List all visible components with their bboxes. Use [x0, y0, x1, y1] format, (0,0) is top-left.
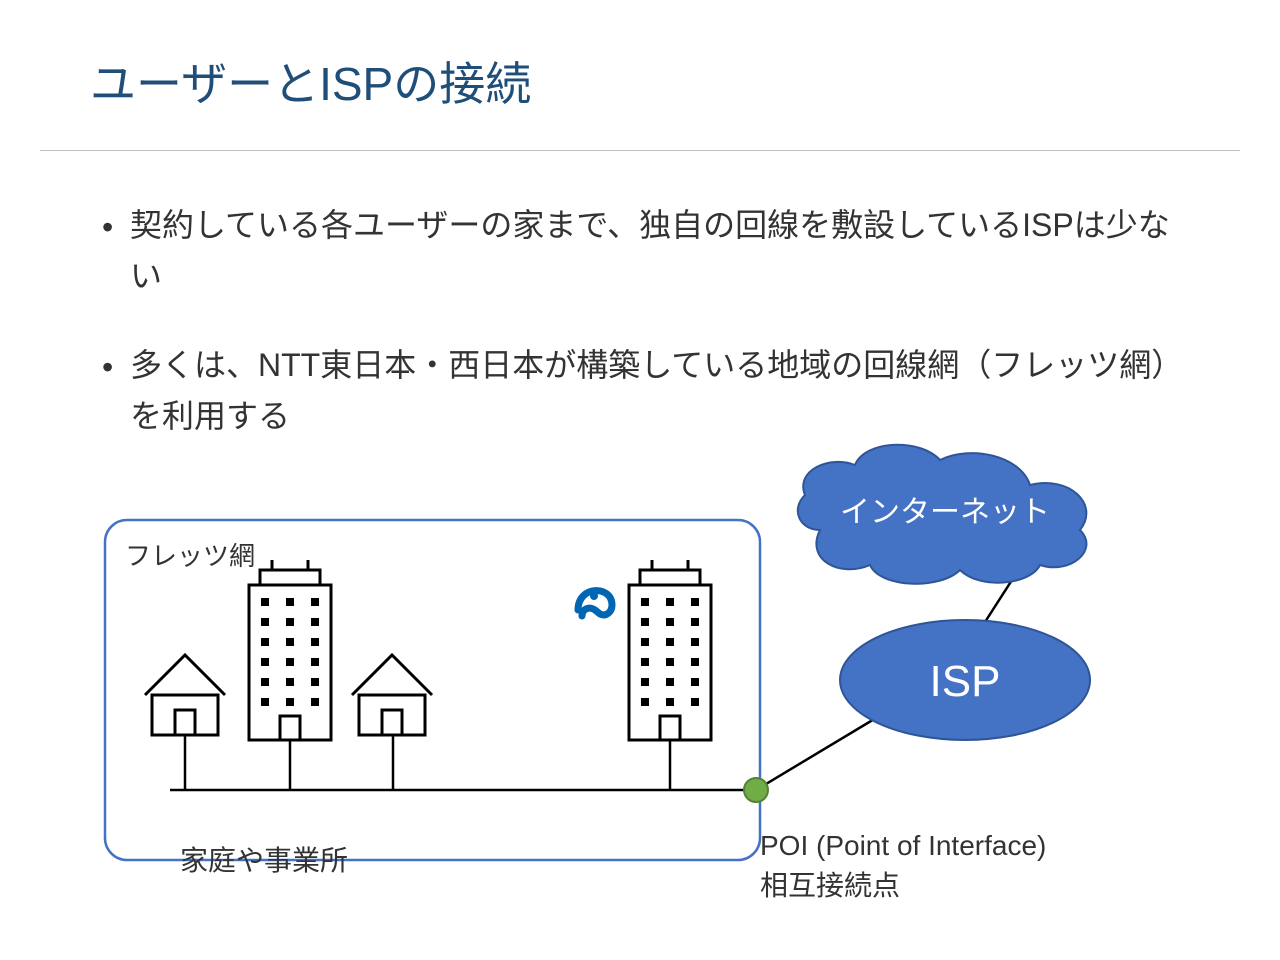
flets-box-label: フレッツ網 — [125, 541, 255, 571]
building-icon-2 — [629, 560, 711, 740]
isp-ellipse-label: ISP — [930, 657, 1001, 706]
internet-cloud-label: インターネット — [840, 496, 1050, 529]
house-icon-1 — [145, 655, 225, 735]
building-icon-1 — [249, 560, 331, 740]
line-isp-to-poi — [756, 718, 876, 790]
ntt-logo-icon — [578, 591, 612, 616]
poi-dot — [744, 778, 768, 802]
house-icon-2 — [352, 655, 432, 735]
poi-label-line2: 相互接続点 — [760, 870, 900, 901]
homes-offices-label: 家庭や事業所 — [180, 845, 348, 876]
poi-label-line1: POI (Point of Interface) — [760, 830, 1046, 861]
network-diagram: フレッツ網 — [0, 0, 1280, 960]
internet-cloud: インターネット — [798, 445, 1087, 584]
